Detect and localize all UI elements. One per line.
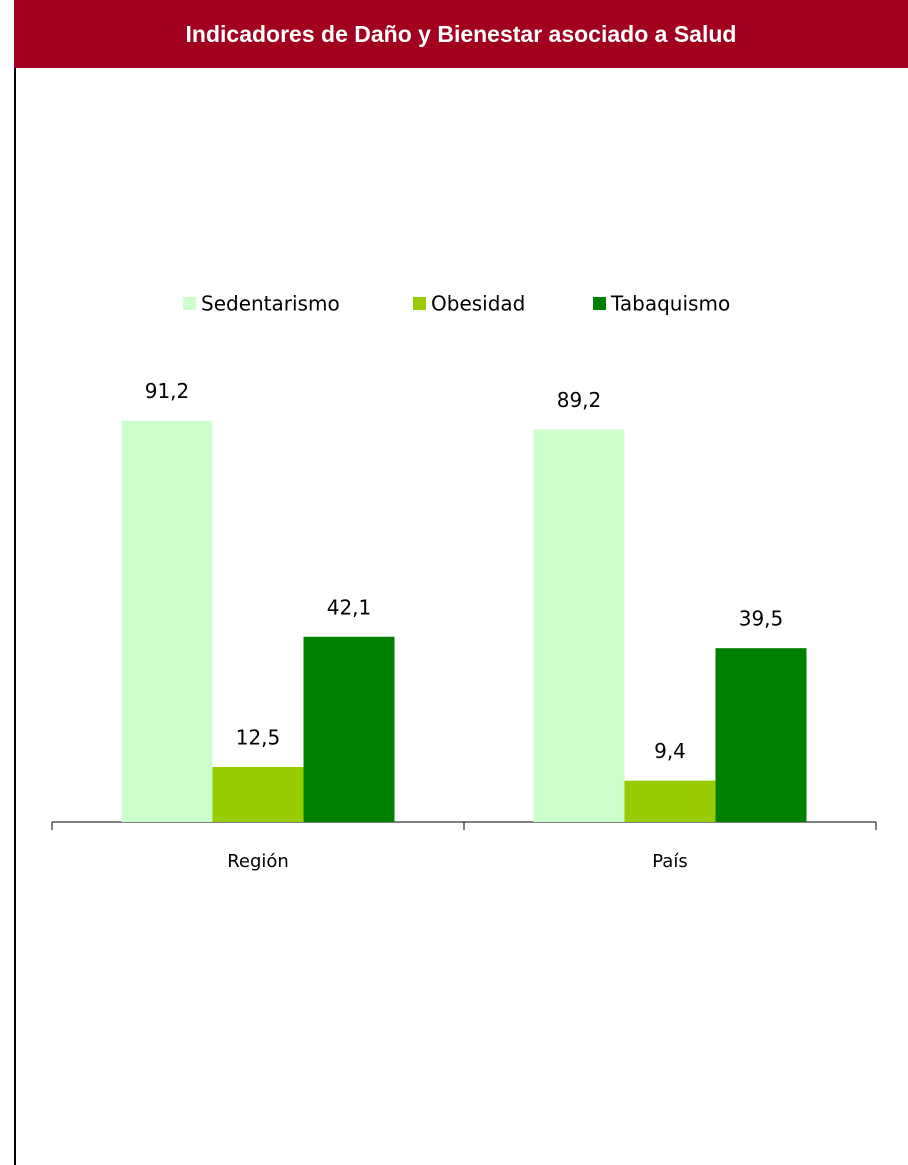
value-label: 12,5	[236, 726, 281, 750]
legend-label: Tabaquismo	[610, 292, 730, 316]
legend-swatch	[413, 297, 426, 310]
bar	[624, 780, 716, 822]
value-label: 89,2	[557, 388, 602, 412]
legend-swatch	[183, 297, 196, 310]
value-label: 9,4	[654, 739, 686, 763]
x-tick-label: Región	[227, 851, 289, 872]
panel-border	[14, 68, 16, 1165]
legend-swatch	[593, 297, 606, 310]
bar	[303, 636, 395, 822]
value-label: 91,2	[145, 379, 190, 403]
legend-label: Sedentarismo	[201, 292, 340, 316]
bar	[212, 767, 304, 822]
x-tick-label: País	[652, 851, 687, 872]
bar	[715, 648, 807, 822]
bar	[533, 429, 625, 822]
bar	[121, 420, 213, 822]
chart-title: Indicadores de Daño y Bienestar asociado…	[14, 0, 908, 68]
value-label: 39,5	[739, 607, 784, 631]
value-label: 42,1	[327, 595, 372, 619]
legend-label: Obesidad	[431, 292, 525, 316]
